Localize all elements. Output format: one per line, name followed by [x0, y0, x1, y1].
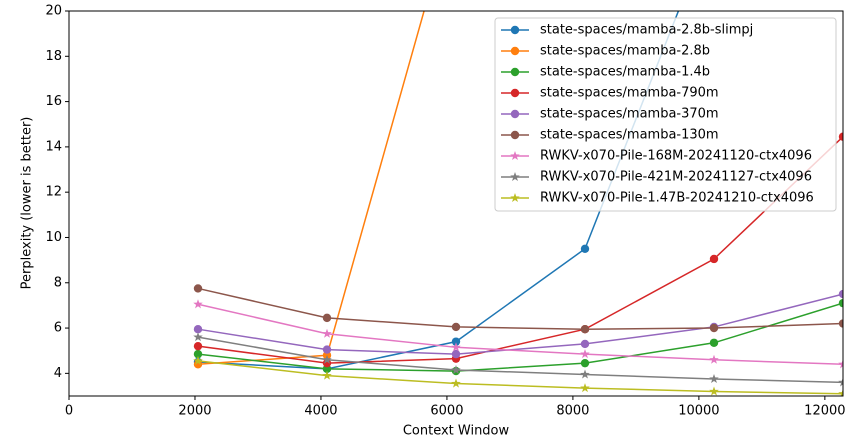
marker [193, 355, 203, 365]
marker [193, 332, 203, 342]
x-tick-label: 2000 [178, 404, 211, 419]
marker [838, 132, 843, 141]
marker [451, 349, 461, 359]
y-tick-label: 12 [45, 185, 62, 200]
marker [510, 46, 520, 56]
legend-label: state-spaces/mamba-130m [540, 128, 719, 143]
marker [580, 349, 590, 359]
marker [838, 298, 843, 308]
y-tick-label: 10 [45, 230, 62, 245]
marker [193, 284, 203, 293]
marker [510, 151, 520, 161]
marker [709, 338, 719, 347]
marker [580, 324, 590, 334]
marker [510, 109, 520, 119]
marker [709, 323, 719, 333]
legend-label: RWKV-x070-Pile-168M-20241120-ctx4096 [540, 149, 812, 164]
marker [510, 88, 520, 98]
marker [451, 364, 461, 374]
x-axis-label: Context Window [403, 424, 510, 439]
series-line [197, 293, 843, 355]
marker [510, 193, 520, 203]
marker [838, 319, 843, 328]
y-tick-label: 16 [45, 94, 62, 109]
marker [838, 289, 843, 299]
series-line [197, 302, 843, 372]
series-line [197, 336, 843, 384]
marker [580, 339, 590, 349]
x-tick-label: 6000 [430, 404, 463, 419]
legend-label: state-spaces/mamba-790m [540, 86, 719, 101]
x-tick-label: 10000 [678, 404, 719, 419]
legend-label: state-spaces/mamba-1.4b [540, 65, 710, 80]
marker [838, 359, 843, 369]
legend-label: state-spaces/mamba-370m [540, 107, 719, 122]
marker [193, 341, 203, 351]
legend-label: RWKV-x070-Pile-1.47B-20241210-ctx4096 [540, 191, 814, 206]
marker [709, 254, 719, 264]
marker [838, 388, 843, 396]
x-tick-label: 0 [65, 404, 73, 419]
marker [510, 67, 520, 77]
marker [510, 172, 520, 182]
legend-label: state-spaces/mamba-2.8b [540, 44, 710, 59]
marker [451, 342, 461, 352]
marker [193, 324, 203, 334]
marker [322, 345, 332, 354]
marker [709, 386, 719, 396]
marker [193, 299, 203, 309]
marker [322, 354, 332, 364]
x-tick-label: 4000 [304, 404, 337, 419]
marker [580, 244, 590, 253]
y-axis-label: Perplexity (lower is better) [20, 117, 35, 290]
series-line [197, 136, 843, 364]
plot-area [193, 11, 843, 396]
marker [580, 383, 590, 393]
series-line [197, 287, 843, 330]
legend-box [494, 17, 837, 212]
series-line [197, 303, 843, 366]
marker [451, 337, 461, 346]
marker [510, 25, 520, 35]
y-tick-label: 4 [54, 366, 62, 381]
marker [580, 358, 590, 368]
y-tick-label: 6 [54, 321, 62, 336]
legend-label: state-spaces/mamba-2.8b-slimpj [540, 23, 753, 38]
marker [451, 378, 461, 388]
marker [322, 328, 332, 338]
marker [451, 322, 461, 332]
series-line [197, 11, 680, 370]
marker [709, 374, 719, 384]
series-line [197, 360, 843, 395]
marker [322, 313, 332, 323]
x-tick-label: 12000 [804, 404, 845, 419]
y-tick-label: 20 [45, 4, 62, 19]
marker [193, 349, 203, 359]
plot-frame [68, 10, 844, 397]
legend-label: RWKV-x070-Pile-421M-20241127-ctx4096 [540, 170, 812, 185]
marker [580, 369, 590, 379]
x-tick-label: 8000 [556, 404, 589, 419]
marker [322, 370, 332, 380]
y-tick-label: 18 [45, 49, 62, 64]
marker [510, 130, 520, 140]
y-tick-label: 8 [54, 275, 62, 290]
marker [838, 377, 843, 387]
marker [709, 354, 719, 364]
y-tick-label: 14 [45, 139, 62, 154]
